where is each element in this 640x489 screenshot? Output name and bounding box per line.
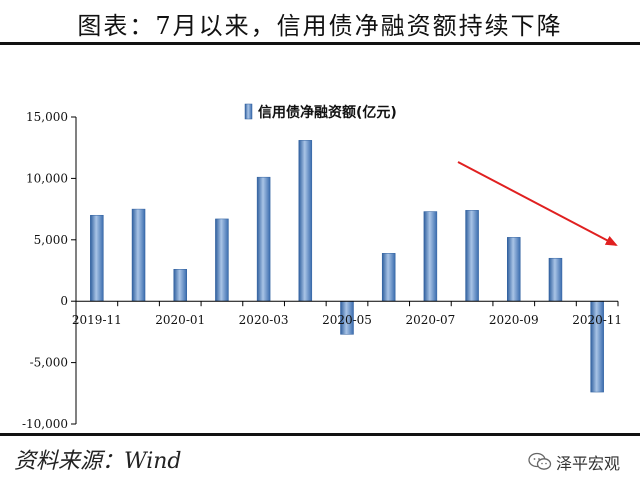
legend-swatch bbox=[244, 103, 253, 120]
y-tick-label: 5,000 bbox=[34, 233, 68, 247]
bar-2020-07 bbox=[423, 211, 438, 302]
x-tick-label: 2020-11 bbox=[572, 313, 622, 327]
x-tick-label: 2020-05 bbox=[322, 313, 372, 327]
y-tick-label: 15,000 bbox=[26, 110, 68, 124]
bar-2020-02 bbox=[215, 218, 229, 302]
source-note: 资料来源：Wind bbox=[14, 449, 182, 474]
watermark: 泽平宏观 bbox=[528, 450, 620, 474]
x-tick-label: 2020-09 bbox=[489, 313, 539, 327]
legend-label: 信用债净融资额(亿元) bbox=[258, 104, 397, 121]
x-tick-label: 2020-03 bbox=[239, 313, 289, 327]
x-tick-label: 2019-11 bbox=[72, 313, 122, 327]
bar-2020-03 bbox=[256, 176, 271, 302]
y-tick-label: -5,000 bbox=[30, 356, 68, 370]
y-tick-label: 10,000 bbox=[26, 171, 68, 185]
trend-arrow bbox=[457, 161, 618, 246]
title-divider bbox=[0, 42, 640, 45]
y-tick-label: 0 bbox=[60, 294, 68, 308]
bar-2019-12 bbox=[131, 208, 146, 302]
x-tick-label: 2020-01 bbox=[155, 313, 205, 327]
watermark-text: 泽平宏观 bbox=[556, 454, 621, 473]
footer-divider bbox=[0, 433, 640, 436]
bar-2020-04 bbox=[298, 140, 313, 302]
bar-2020-10 bbox=[548, 257, 563, 302]
x-tick-label: 2020-07 bbox=[405, 313, 455, 327]
bar-2020-01 bbox=[173, 269, 187, 302]
bar-2020-08 bbox=[465, 210, 479, 302]
wechat-icon bbox=[528, 452, 552, 470]
chart-title: 图表：7月以来，信用债净融资额持续下降 bbox=[77, 12, 563, 40]
y-tick-label: -10,000 bbox=[22, 417, 68, 431]
bar-2020-09 bbox=[507, 237, 521, 302]
bar-2019-11 bbox=[90, 214, 104, 302]
bar-2020-06 bbox=[381, 253, 396, 302]
